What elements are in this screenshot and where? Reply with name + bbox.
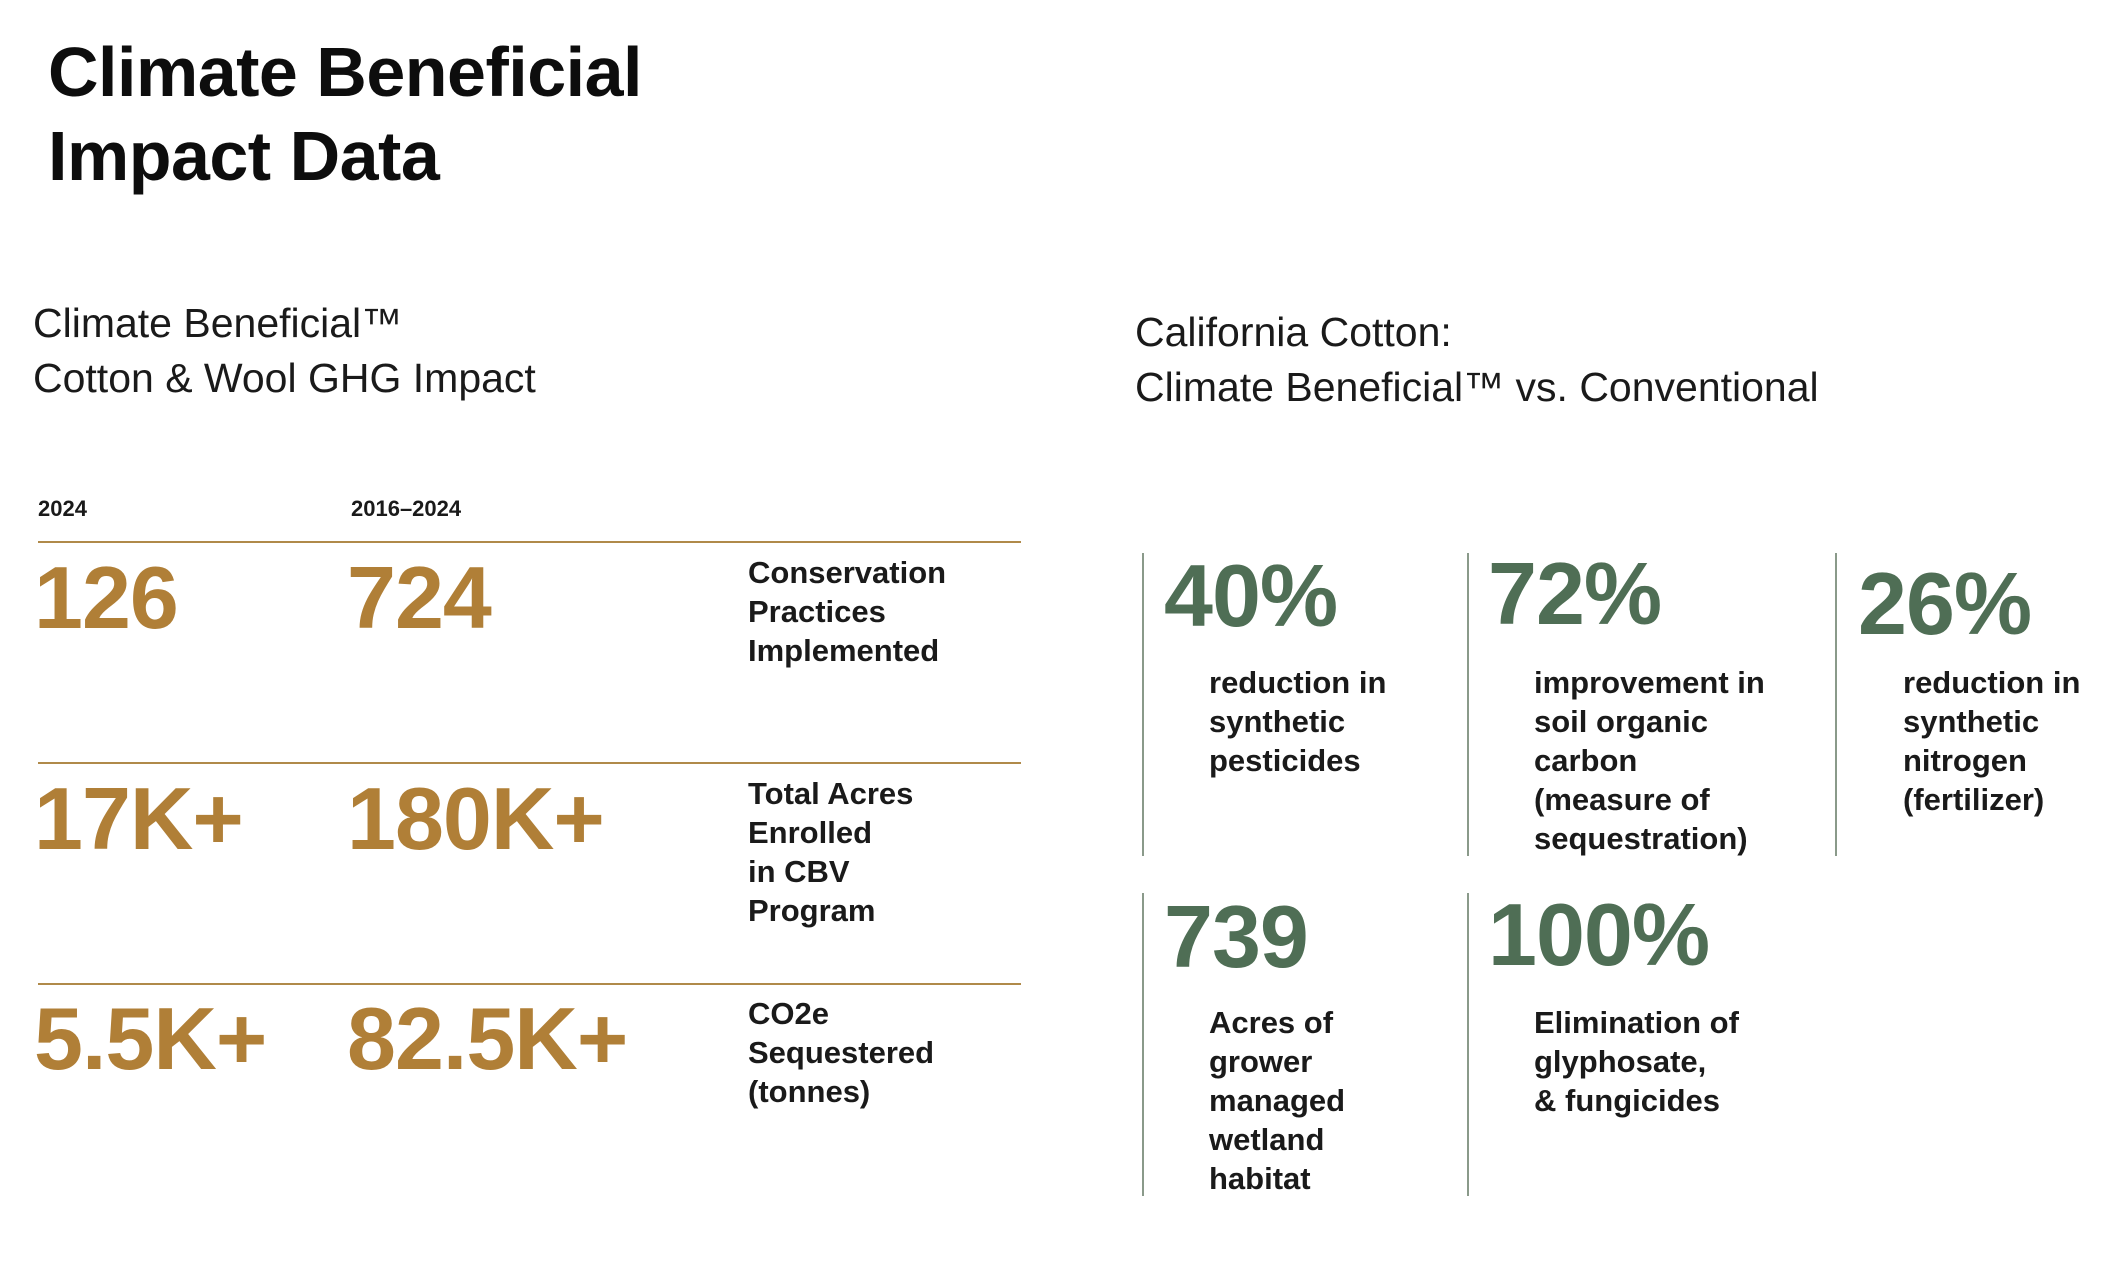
desc-line: Elimination of <box>1534 1005 1739 1040</box>
row-divider <box>38 983 1021 985</box>
stat-value-total: 180K+ <box>347 769 605 868</box>
stat-soil-carbon-value: 72% <box>1488 544 1662 643</box>
desc-line: (measure of <box>1534 782 1710 817</box>
label-line: Sequestered <box>748 1035 935 1070</box>
page-title-line: Impact Data <box>48 117 440 195</box>
desc-line: (fertilizer) <box>1903 782 2045 817</box>
desc-line: wetland <box>1209 1122 1325 1157</box>
desc-line: synthetic <box>1903 704 2040 739</box>
desc-line: managed <box>1209 1083 1346 1118</box>
stat-value-2024: 5.5K+ <box>34 989 267 1088</box>
label-line: CO2e <box>748 996 829 1031</box>
row-divider <box>38 541 1021 543</box>
column-divider <box>1142 893 1144 1196</box>
stat-wetland-value: 739 <box>1164 887 1309 986</box>
label-line: Total Acres <box>748 776 914 811</box>
column-header-2024: 2024 <box>38 496 87 521</box>
stat-glyphosate-value: 100% <box>1488 885 1710 984</box>
column-divider <box>1142 553 1144 856</box>
stat-soil-carbon-desc: improvement in soil organic carbon (meas… <box>1534 663 1765 858</box>
stat-pesticides-desc: reduction in synthetic pesticides <box>1209 663 1386 780</box>
page-title: Climate Beneficial Impact Data <box>48 30 808 198</box>
column-header-2016-2024: 2016–2024 <box>351 496 462 521</box>
desc-line: pesticides <box>1209 743 1361 778</box>
row-label-conservation-practices: Conservation Practices Implemented <box>748 553 946 670</box>
label-line: Practices <box>748 594 886 629</box>
desc-line: reduction in <box>1209 665 1387 700</box>
label-line: Program <box>748 893 876 928</box>
heading-line: California Cotton: <box>1135 309 1452 355</box>
stat-nitrogen-desc: reduction in synthetic nitrogen (fertili… <box>1903 663 2080 819</box>
label-line: Enrolled <box>748 815 873 850</box>
row-label-co2e-sequestered: CO2e Sequestered (tonnes) <box>748 994 934 1111</box>
stat-value-2024: 126 <box>34 548 179 647</box>
stat-wetland-desc: Acres of grower managed wetland habitat <box>1209 1003 1345 1198</box>
heading-line: Climate Beneficial™ vs. Conventional <box>1135 364 1819 410</box>
desc-line: soil organic <box>1534 704 1708 739</box>
row-label-total-acres: Total Acres Enrolled in CBV Program <box>748 774 913 930</box>
desc-line: reduction in <box>1903 665 2081 700</box>
california-cotton-heading: California Cotton: Climate Beneficial™ v… <box>1135 305 1819 415</box>
desc-line: synthetic <box>1209 704 1346 739</box>
stat-nitrogen-value: 26% <box>1858 554 2032 653</box>
stat-value-2024: 17K+ <box>34 769 244 868</box>
desc-line: & fungicides <box>1534 1083 1721 1118</box>
desc-line: improvement in <box>1534 665 1765 700</box>
label-line: (tonnes) <box>748 1074 871 1109</box>
column-divider <box>1467 553 1469 856</box>
ghg-impact-heading: Climate Beneficial™ Cotton & Wool GHG Im… <box>33 296 536 406</box>
heading-line: Climate Beneficial™ <box>33 300 403 346</box>
desc-line: habitat <box>1209 1161 1311 1196</box>
label-line: Conservation <box>748 555 947 590</box>
label-line: Implemented <box>748 633 940 668</box>
desc-line: grower <box>1209 1044 1313 1079</box>
desc-line: sequestration) <box>1534 821 1748 856</box>
stat-value-total: 724 <box>347 548 492 647</box>
stat-glyphosate-desc: Elimination of glyphosate, & fungicides <box>1534 1003 1739 1120</box>
desc-line: carbon <box>1534 743 1638 778</box>
stat-pesticides-value: 40% <box>1164 546 1338 645</box>
row-divider <box>38 762 1021 764</box>
desc-line: nitrogen <box>1903 743 2027 778</box>
column-divider <box>1835 553 1837 856</box>
desc-line: glyphosate, <box>1534 1044 1707 1079</box>
stat-value-total: 82.5K+ <box>347 989 628 1088</box>
heading-line: Cotton & Wool GHG Impact <box>33 355 536 401</box>
desc-line: Acres of <box>1209 1005 1334 1040</box>
page-title-line: Climate Beneficial <box>48 33 643 111</box>
label-line: in CBV <box>748 854 850 889</box>
column-divider <box>1467 893 1469 1196</box>
